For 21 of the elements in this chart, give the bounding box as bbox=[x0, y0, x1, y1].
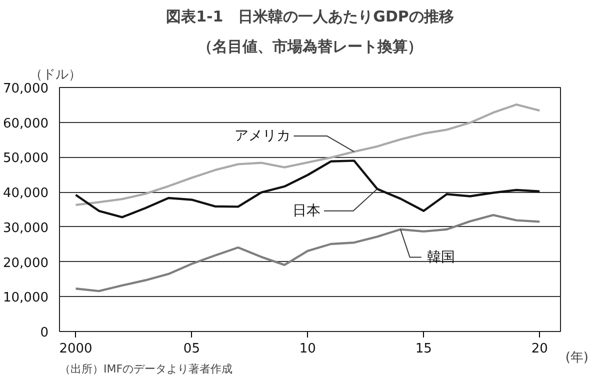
text: （出所）IMFのデータより著者作成 bbox=[60, 362, 233, 376]
chart-subtitle: （名目値、市場為替レート換算） bbox=[198, 38, 422, 56]
series-label: アメリカ bbox=[234, 128, 290, 144]
x-tick-label: 20 bbox=[531, 342, 548, 356]
y-tick-label: 20,000 bbox=[3, 256, 49, 271]
line-series bbox=[74, 160, 541, 218]
y-tick-label: 30,000 bbox=[3, 220, 49, 236]
x-axis-title: (年) bbox=[565, 350, 589, 366]
y-tick-label: 70,000 bbox=[3, 82, 49, 96]
chart-title: 図表1-1 日米韓の一人あたりGDPの推移 bbox=[166, 8, 454, 26]
x-tick-label: 2000 bbox=[59, 342, 92, 356]
y-tick-label: 50,000 bbox=[3, 151, 49, 166]
y-tick-label: 60,000 bbox=[3, 116, 49, 132]
series-label: 日本 bbox=[292, 202, 320, 219]
x-tick-label: 05 bbox=[183, 342, 200, 356]
y-axis-title: （ドル） bbox=[30, 68, 82, 82]
y-tick-label: 10,000 bbox=[3, 290, 49, 306]
x-tick-label: 15 bbox=[415, 342, 432, 356]
y-tick-label: 0 bbox=[40, 326, 49, 340]
x-tick-label: 10 bbox=[299, 342, 316, 356]
y-tick-label: 40,000 bbox=[3, 186, 49, 202]
